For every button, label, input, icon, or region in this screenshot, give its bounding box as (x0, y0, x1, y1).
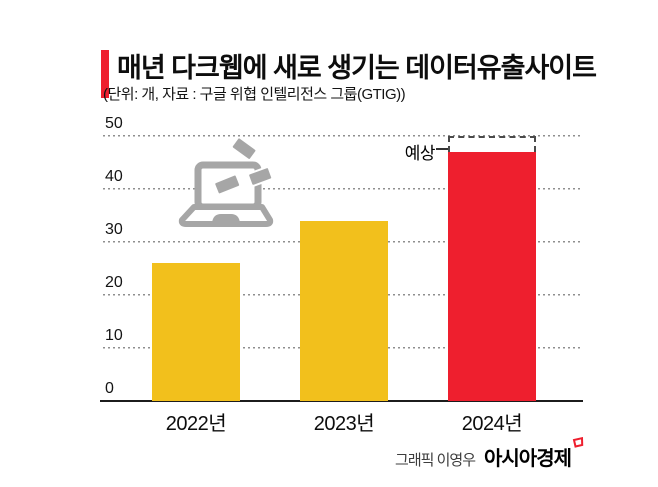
x-label-2024년: 2024년 (461, 413, 523, 435)
gridline-50 (103, 135, 583, 137)
gridline-40 (103, 188, 583, 190)
forecast-label: 예상 (404, 144, 436, 163)
bar-2024년 (448, 151, 536, 401)
brand-logo: 아시아경제 (484, 437, 584, 471)
y-tick-label: 0 (105, 380, 114, 397)
bar-2022년 (152, 263, 240, 401)
title-accent-bar (101, 50, 109, 98)
chart-subtitle: (단위: 개, 자료 : 구글 위협 인텔리전스 그룹(GTIG)) (103, 86, 406, 103)
bar-2023년 (300, 220, 388, 401)
y-tick-label: 40 (105, 168, 123, 185)
laptop-data-leak-icon (178, 136, 274, 227)
brand-name: 아시아경제 (484, 448, 572, 470)
x-axis-line (100, 400, 583, 402)
footer-credit-row: 그래픽 이영우 아시아경제 (395, 437, 584, 471)
y-tick-label: 20 (105, 274, 123, 291)
forecast-connector-line (436, 148, 448, 150)
brand-mark-icon (572, 437, 584, 448)
x-label-2023년: 2023년 (313, 413, 375, 435)
laptop-notch (212, 214, 240, 223)
forecast-dashed-cap (448, 136, 536, 152)
x-label-2022년: 2022년 (165, 413, 227, 435)
chart-title: 매년 다크웹에 새로 생기는 데이터유출사이트 (117, 53, 597, 83)
data-chip-icon (213, 136, 274, 196)
y-tick-label: 10 (105, 327, 123, 344)
y-tick-label: 30 (105, 221, 123, 238)
y-tick-label: 50 (105, 115, 123, 132)
graphic-credit: 그래픽 이영우 (395, 452, 476, 469)
